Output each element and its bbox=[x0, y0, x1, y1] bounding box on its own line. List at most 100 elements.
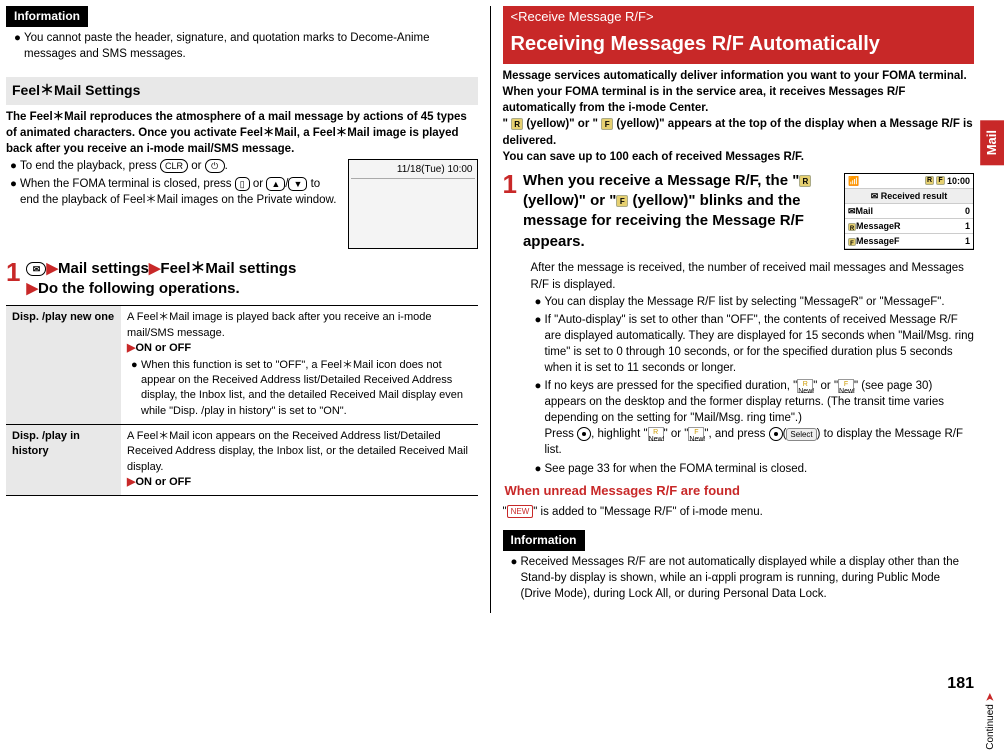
t: (yellow)" or " bbox=[523, 192, 616, 209]
row2-body: A Feel＊Mail icon appears on the Received… bbox=[121, 425, 478, 496]
f-icon: F bbox=[616, 195, 628, 207]
settings-table: Disp. /play new one A Feel＊Mail image is… bbox=[6, 305, 478, 495]
side-tab: Mail bbox=[980, 120, 1004, 165]
select-softkey: Select bbox=[786, 428, 816, 441]
bullet-text: To end the playback, press CLR or ⏻. bbox=[20, 158, 342, 174]
t: When this function is set to "OFF", a Fe… bbox=[141, 358, 472, 420]
red-subtitle: <Receive Message R/F> bbox=[503, 6, 975, 28]
information-body-right: ●Received Messages R/F are not automatic… bbox=[503, 551, 975, 613]
step-body: ✉▶Mail settings▶Feel＊Mail settings ▶Do t… bbox=[26, 259, 477, 300]
bullet-dot: ● bbox=[535, 378, 545, 458]
information-header-right: Information bbox=[503, 530, 585, 551]
triangle-icon: ▶ bbox=[149, 260, 161, 277]
t: If no keys are pressed for the specified… bbox=[545, 378, 975, 458]
bullet-dot: ● bbox=[10, 158, 20, 174]
sc-mail-n: 0 bbox=[965, 205, 970, 217]
row1-header: Disp. /play new one bbox=[6, 306, 121, 425]
sc-msgf: MessageF bbox=[856, 236, 900, 246]
received-result-screenshot: 📶RF10:00 ✉ Received result ✉Mail0 RMessa… bbox=[844, 173, 974, 251]
intro3: " R (yellow)" or " F (yellow)" appears a… bbox=[503, 116, 975, 148]
clr-key: CLR bbox=[160, 159, 188, 173]
t: Feel＊Mail settings bbox=[160, 260, 296, 277]
feel-intro-text: The Feel＊Mail reproduces the atmosphere … bbox=[6, 109, 478, 157]
row1-body: A Feel＊Mail image is played back after y… bbox=[121, 306, 478, 425]
bullet-dot: ● bbox=[10, 176, 20, 208]
t: A Feel＊Mail icon appears on the Received… bbox=[127, 429, 472, 475]
shot-date: 11/18(Tue) bbox=[397, 164, 445, 175]
f-mini-icon: F bbox=[848, 238, 856, 246]
t: ", and press bbox=[704, 428, 768, 440]
sc-msgf-n: 1 bbox=[965, 235, 970, 247]
triangle-icon: ▶ bbox=[26, 280, 38, 297]
t: " or " bbox=[813, 380, 838, 392]
down-key: ▼ bbox=[288, 177, 307, 191]
t: " bbox=[503, 118, 512, 130]
r-icon: R bbox=[511, 118, 523, 130]
step-1-right: 1 📶RF10:00 ✉ Received result ✉Mail0 RMes… bbox=[503, 171, 975, 255]
information-body: ●You cannot paste the header, signature,… bbox=[6, 27, 478, 73]
r-mini-icon: R bbox=[848, 223, 856, 231]
t: " or " bbox=[664, 428, 689, 440]
unread-heading: When unread Messages R/F are found bbox=[503, 478, 975, 504]
bullet-dot: ● bbox=[14, 30, 24, 62]
t: " bbox=[503, 506, 507, 518]
feel-mail-screenshot: 11/18(Tue) 10:00 bbox=[348, 159, 478, 249]
t: , highlight " bbox=[591, 428, 648, 440]
bullet-foma-closed: ● When the FOMA terminal is closed, pres… bbox=[6, 175, 342, 209]
bullet-dot: ● bbox=[131, 358, 141, 420]
sc-msgr-n: 1 bbox=[965, 220, 970, 232]
mail-key-icon: ✉ bbox=[26, 262, 46, 276]
t: Received Messages R/F are not automatica… bbox=[521, 554, 971, 602]
t: . bbox=[225, 160, 228, 172]
intro4: You can save up to 100 each of received … bbox=[503, 149, 975, 165]
red-title: Receiving Messages R/F Automatically bbox=[503, 28, 975, 64]
up-key: ▲ bbox=[266, 177, 285, 191]
bullet-end-playback: ● To end the playback, press CLR or ⏻. bbox=[6, 157, 342, 175]
bullet-text: When the FOMA terminal is closed, press … bbox=[20, 176, 342, 208]
t: See page 33 for when the FOMA terminal i… bbox=[545, 461, 975, 477]
row2-header: Disp. /play in history bbox=[6, 425, 121, 496]
t: If "Auto-display" is set to other than "… bbox=[545, 312, 975, 376]
ok-key bbox=[577, 427, 591, 441]
information-header: Information bbox=[6, 6, 88, 27]
feel-mail-intro: The Feel＊Mail reproduces the atmosphere … bbox=[6, 109, 478, 157]
bullet-dot: ● bbox=[511, 554, 521, 602]
triangle-icon: ▶ bbox=[46, 260, 58, 277]
bullet-dot: ● bbox=[535, 461, 545, 477]
after-text: After the message is received, the numbe… bbox=[531, 260, 975, 292]
shot-time: 10:00 bbox=[447, 164, 472, 175]
f-icon: F bbox=[601, 118, 613, 130]
t: Continued bbox=[985, 704, 996, 750]
f-new-icon: FNew! bbox=[838, 379, 854, 393]
t: (yellow)" or " bbox=[523, 118, 601, 130]
step-body: 📶RF10:00 ✉ Received result ✉Mail0 RMessa… bbox=[523, 171, 974, 255]
new-badge: NEW bbox=[507, 505, 534, 518]
t: You can display the Message R/F list by … bbox=[545, 294, 975, 310]
right-column: <Receive Message R/F> Receiving Messages… bbox=[503, 6, 975, 613]
t: " is added to "Message R/F" of i-mode me… bbox=[533, 506, 763, 518]
end-key: ⏻ bbox=[205, 159, 225, 173]
r-status-icon: R bbox=[925, 176, 934, 185]
step-1-left: 1 ✉▶Mail settings▶Feel＊Mail settings ▶Do… bbox=[6, 259, 478, 300]
t: A Feel＊Mail image is played back after y… bbox=[127, 310, 472, 341]
f-new-icon: FNew! bbox=[688, 427, 704, 441]
continued-arrow-icon: ➤ bbox=[985, 693, 996, 701]
step-number: 1 bbox=[6, 259, 20, 285]
t: Do the following operations. bbox=[38, 280, 240, 297]
page-number: 181 bbox=[947, 673, 974, 695]
left-column: Information ●You cannot paste the header… bbox=[6, 6, 478, 613]
continued-label: Continued ➤ bbox=[984, 693, 998, 750]
t: When you receive a Message R/F, the " bbox=[523, 172, 799, 189]
intro1: Message services automatically deliver i… bbox=[503, 68, 975, 84]
sc-mail: Mail bbox=[856, 206, 874, 216]
t: Mail settings bbox=[58, 260, 149, 277]
sc-msgr: MessageR bbox=[856, 221, 901, 231]
r-icon: R bbox=[799, 175, 811, 187]
feel-mail-settings-title: Feel＊Mail Settings bbox=[6, 77, 478, 105]
step-details: After the message is received, the numbe… bbox=[503, 260, 975, 477]
t: If no keys are pressed for the specified… bbox=[545, 380, 798, 392]
r-new-icon: RNew! bbox=[648, 427, 664, 441]
bullet-dot: ● bbox=[535, 294, 545, 310]
t: To end the playback, press bbox=[20, 160, 160, 172]
f-status-icon: F bbox=[936, 176, 945, 185]
